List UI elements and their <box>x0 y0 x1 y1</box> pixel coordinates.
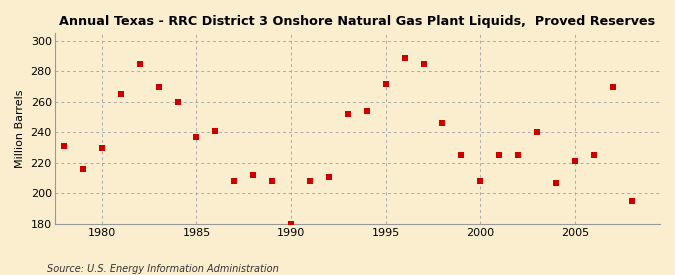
Point <box>153 84 164 89</box>
Text: Source: U.S. Energy Information Administration: Source: U.S. Energy Information Administ… <box>47 264 279 274</box>
Point <box>267 179 277 183</box>
Point <box>456 153 466 158</box>
Point <box>551 180 562 185</box>
Point <box>342 112 353 116</box>
Point <box>286 222 296 226</box>
Point <box>570 159 580 164</box>
Point <box>115 92 126 97</box>
Point <box>361 109 372 113</box>
Point <box>210 129 221 133</box>
Y-axis label: Million Barrels: Million Barrels <box>15 89 25 168</box>
Point <box>399 56 410 60</box>
Point <box>78 167 88 171</box>
Point <box>248 173 259 177</box>
Point <box>134 62 145 66</box>
Title: Annual Texas - RRC District 3 Onshore Natural Gas Plant Liquids,  Proved Reserve: Annual Texas - RRC District 3 Onshore Na… <box>59 15 655 28</box>
Point <box>172 100 183 104</box>
Point <box>494 153 505 158</box>
Point <box>323 174 334 179</box>
Point <box>304 179 315 183</box>
Point <box>475 179 486 183</box>
Point <box>191 135 202 139</box>
Point <box>59 144 70 148</box>
Point <box>532 130 543 134</box>
Point <box>229 179 240 183</box>
Point <box>626 199 637 203</box>
Point <box>513 153 524 158</box>
Point <box>589 153 599 158</box>
Point <box>418 62 429 66</box>
Point <box>97 145 107 150</box>
Point <box>437 121 448 125</box>
Point <box>380 81 391 86</box>
Point <box>608 84 618 89</box>
